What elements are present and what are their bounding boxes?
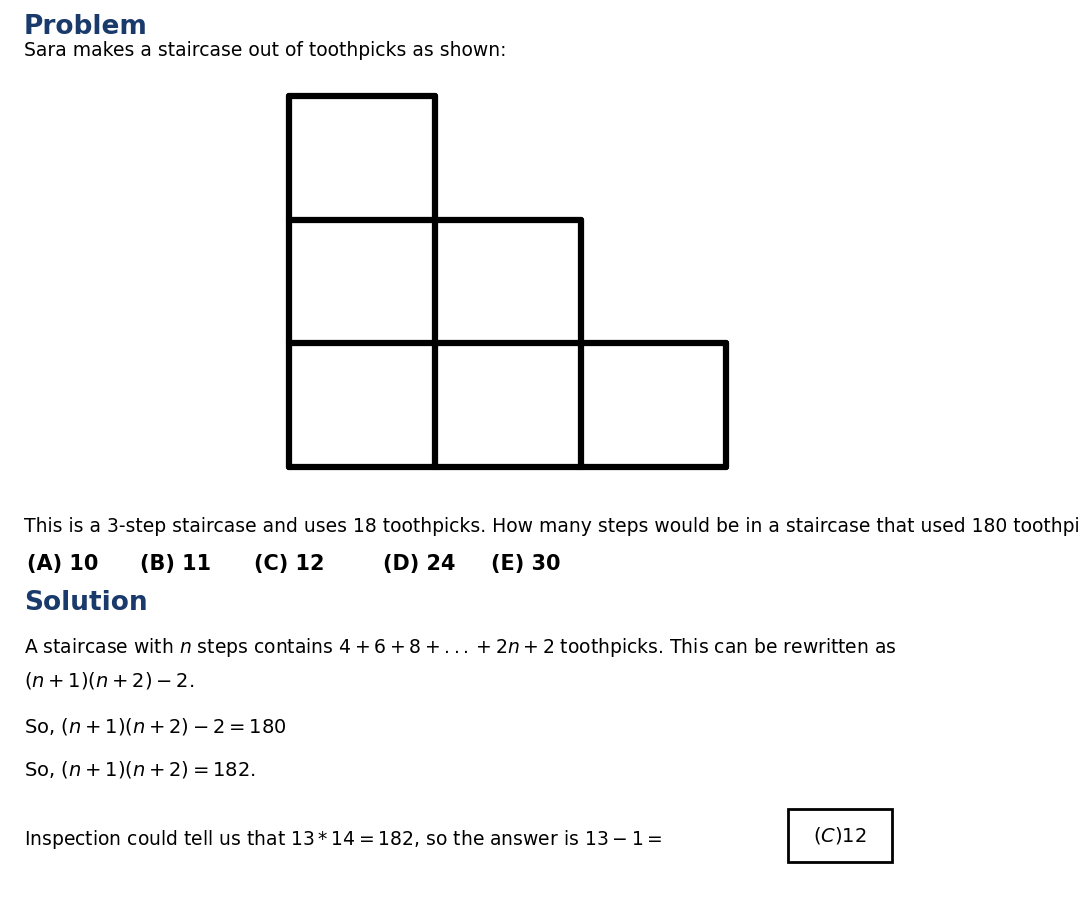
Text: $(n + 1)(n + 2) - 2.$: $(n + 1)(n + 2) - 2.$: [24, 670, 194, 691]
Text: Inspection could tell us that $13 * 14 = 182$, so the answer is $13 - 1 = $: Inspection could tell us that $13 * 14 =…: [24, 828, 662, 851]
Text: (A) 10: (A) 10: [27, 554, 98, 574]
Text: (B) 11: (B) 11: [140, 554, 212, 574]
Text: $(C)12$: $(C)12$: [813, 825, 867, 845]
Text: (C) 12: (C) 12: [254, 554, 324, 574]
Text: Solution: Solution: [24, 590, 147, 616]
Text: (E) 30: (E) 30: [491, 554, 561, 574]
FancyBboxPatch shape: [788, 809, 892, 862]
Text: A staircase with $n$ steps contains $4 + 6 + 8 + ... + 2n + 2$ toothpicks. This : A staircase with $n$ steps contains $4 +…: [24, 636, 896, 659]
Text: (D) 24: (D) 24: [383, 554, 456, 574]
Text: This is a 3-step staircase and uses 18 toothpicks. How many steps would be in a : This is a 3-step staircase and uses 18 t…: [24, 517, 1080, 536]
Text: So, $(n + 1)(n + 2) = 182.$: So, $(n + 1)(n + 2) = 182.$: [24, 759, 256, 780]
Text: Sara makes a staircase out of toothpicks as shown:: Sara makes a staircase out of toothpicks…: [24, 41, 507, 60]
Text: So, $(n + 1)(n + 2) - 2 = 180$: So, $(n + 1)(n + 2) - 2 = 180$: [24, 716, 286, 737]
Text: Problem: Problem: [24, 14, 148, 39]
